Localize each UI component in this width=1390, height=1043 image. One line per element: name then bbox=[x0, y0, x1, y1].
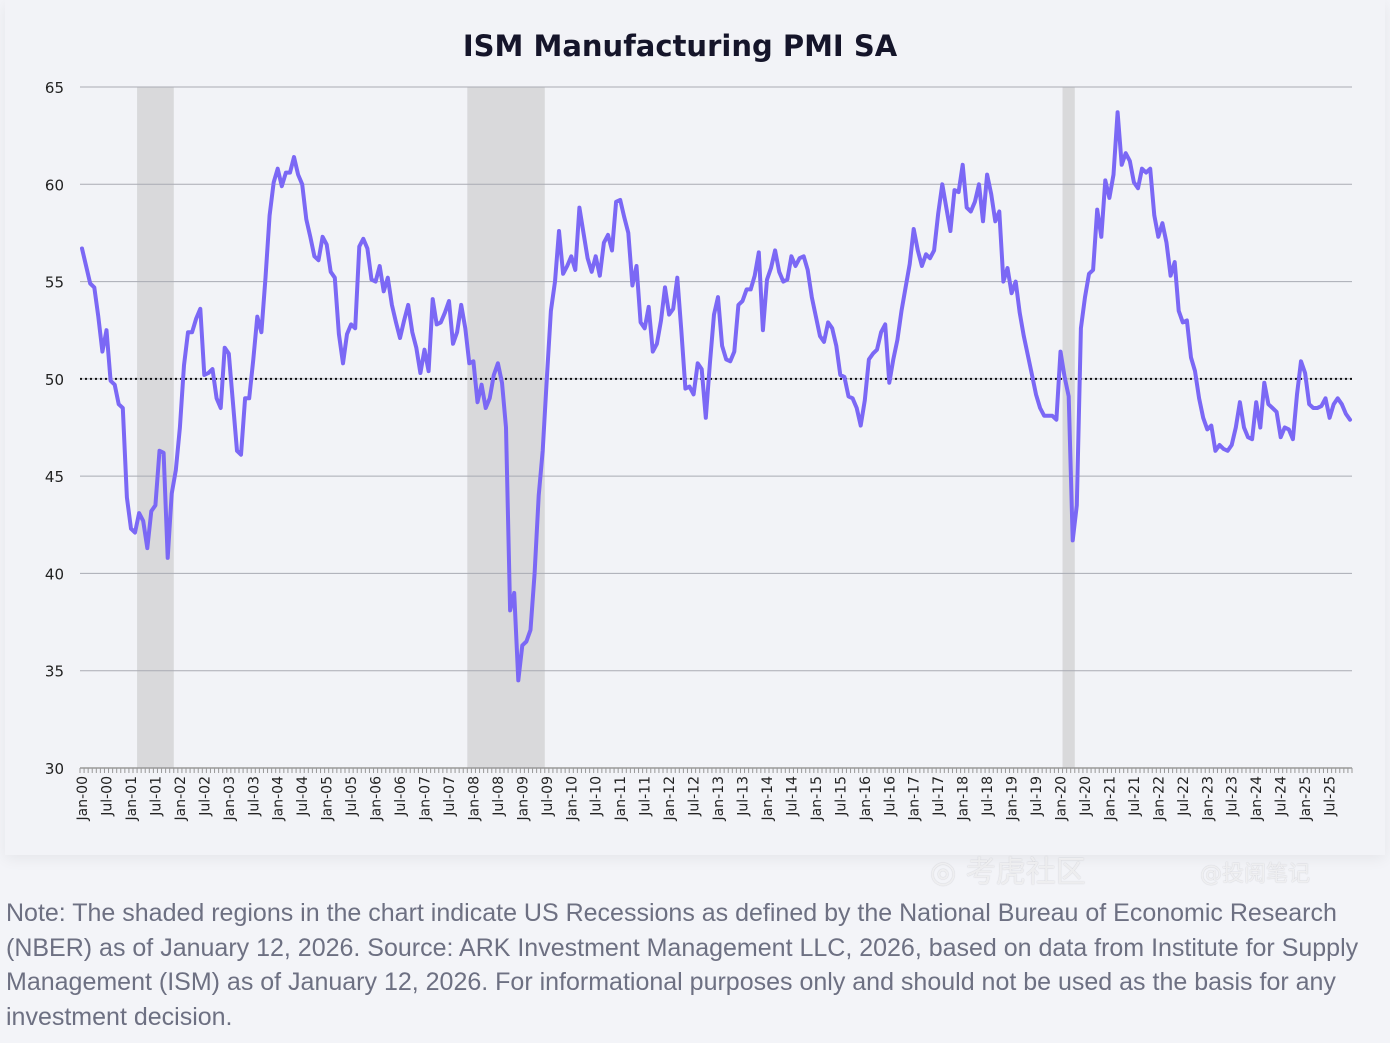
x-tick-label: Jul-12 bbox=[687, 776, 703, 817]
x-tick-label: Jan-14 bbox=[760, 776, 776, 822]
x-tick-label: Jul-00 bbox=[100, 776, 116, 817]
x-tick-label: Jan-22 bbox=[1151, 776, 1167, 821]
x-tick-label: Jan-20 bbox=[1054, 776, 1070, 821]
x-tick-label: Jul-19 bbox=[1029, 776, 1045, 817]
x-tick-label: Jul-17 bbox=[931, 776, 947, 817]
y-tick-label: 35 bbox=[45, 663, 64, 681]
x-tick-label: Jul-08 bbox=[491, 776, 507, 817]
x-tick-label: Jan-01 bbox=[124, 776, 140, 821]
x-tick-label: Jan-07 bbox=[418, 776, 434, 821]
x-tick-label: Jul-07 bbox=[442, 776, 458, 817]
x-tick-label: Jan-08 bbox=[466, 776, 482, 821]
chart-card: ISM Manufacturing PMI SA 30 35 40 45 50 55 60 65… bbox=[5, 0, 1385, 855]
x-tick-label: Jul-11 bbox=[638, 776, 654, 817]
y-tick-label: 50 bbox=[45, 371, 64, 389]
y-tick-label: 55 bbox=[45, 274, 64, 292]
pmi-series-line bbox=[80, 110, 1352, 683]
x-tick-label: Jan-17 bbox=[907, 776, 923, 821]
y-tick-label: 65 bbox=[45, 79, 64, 97]
watermark-line1: 考虎社区 bbox=[965, 855, 1086, 890]
x-tick-label: Jan-04 bbox=[271, 776, 287, 822]
x-tick-label: Jan-03 bbox=[222, 776, 238, 821]
x-tick-label: Jul-18 bbox=[980, 776, 996, 817]
x-tick-label: Jul-20 bbox=[1078, 776, 1094, 817]
x-tick-label: Jan-09 bbox=[515, 776, 531, 821]
x-tick-label: Jul-24 bbox=[1274, 776, 1290, 817]
chart-note: Note: The shaded regions in the chart in… bbox=[6, 899, 1359, 1031]
x-tick-label: Jul-22 bbox=[1176, 776, 1192, 817]
x-tick-label: Jan-13 bbox=[711, 776, 727, 821]
x-tick-label: Jan-02 bbox=[173, 776, 189, 821]
x-tick-label: Jan-12 bbox=[662, 776, 678, 821]
x-tick-label: Jan-18 bbox=[956, 776, 972, 821]
x-tick-label: Jan-25 bbox=[1298, 776, 1314, 821]
watermark-handle: @投阅笔记 bbox=[1200, 862, 1311, 887]
y-tick-label: 45 bbox=[45, 468, 64, 486]
x-tick-label: Jul-16 bbox=[882, 776, 898, 817]
x-tick-label: Jul-05 bbox=[344, 776, 360, 817]
x-tick-label: Jul-23 bbox=[1225, 776, 1241, 817]
y-tick-label: 40 bbox=[45, 565, 64, 583]
x-tick-label: Jul-21 bbox=[1127, 776, 1143, 817]
x-tick-label: Jul-15 bbox=[833, 776, 849, 817]
x-tick-label: Jan-10 bbox=[564, 776, 580, 821]
x-tick-label: Jan-16 bbox=[858, 776, 874, 822]
x-tick-label: Jul-01 bbox=[148, 776, 164, 817]
x-tick-label: Jul-25 bbox=[1323, 776, 1339, 817]
recession-shade bbox=[137, 87, 174, 768]
x-tick-label: Jan-21 bbox=[1102, 776, 1118, 821]
x-tick-label: Jul-14 bbox=[784, 776, 800, 817]
x-tick-label: Jul-04 bbox=[295, 776, 311, 817]
pmi-line-chart: ISM Manufacturing PMI SA 30 35 40 45 50 55 60 65… bbox=[45, 29, 1353, 822]
x-tick-label: Jan-24 bbox=[1249, 776, 1265, 822]
x-tick-label: Jul-13 bbox=[736, 776, 752, 817]
x-tick-label: Jan-19 bbox=[1005, 776, 1021, 821]
x-tick-label: Jul-10 bbox=[589, 776, 605, 817]
x-tick-label: Jul-02 bbox=[197, 776, 213, 817]
x-tick-label: Jan-23 bbox=[1200, 776, 1216, 821]
x-tick-label: Jan-05 bbox=[320, 776, 336, 821]
x-tick-label: Jul-03 bbox=[246, 776, 262, 817]
x-tick-label: Jan-11 bbox=[613, 776, 629, 821]
watermark-logo: ◎ 考虎社区 bbox=[930, 855, 1086, 890]
x-tick-label: Jan-00 bbox=[75, 776, 91, 821]
chart-title: ISM Manufacturing PMI SA bbox=[463, 29, 898, 63]
x-tick-label: Jul-06 bbox=[393, 776, 409, 817]
y-tick-label: 30 bbox=[45, 760, 64, 778]
x-tick-label: Jul-09 bbox=[540, 776, 556, 817]
x-tick-label: Jan-15 bbox=[809, 776, 825, 821]
x-tick-label: Jan-06 bbox=[369, 776, 385, 822]
y-tick-label: 60 bbox=[45, 176, 64, 194]
